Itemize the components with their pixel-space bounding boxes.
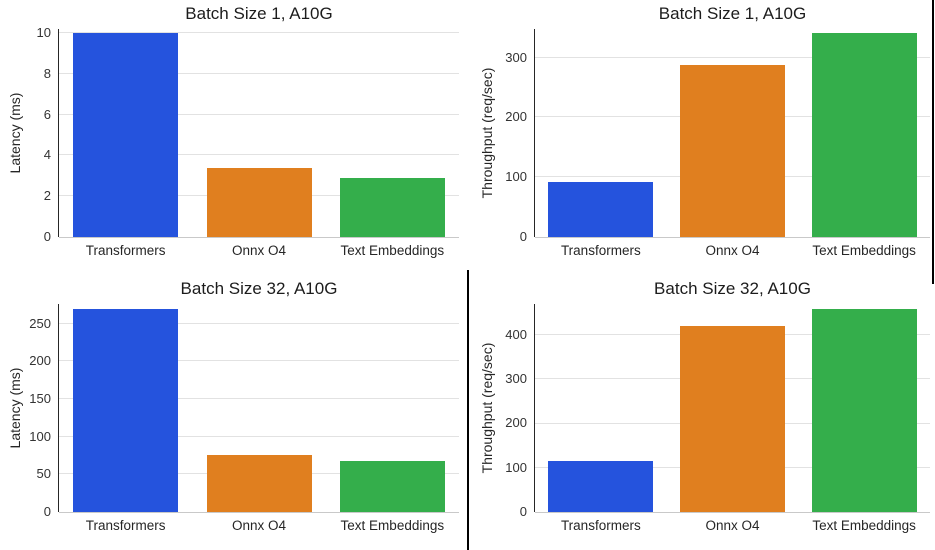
y-tick-label: 100 <box>505 169 527 185</box>
x-axis-spine <box>535 236 930 238</box>
x-tick-label: Text Embeddings <box>340 518 445 533</box>
y-axis-spine <box>534 29 536 237</box>
plot-area <box>58 29 459 238</box>
y-tick-label: 8 <box>43 65 51 81</box>
gridline <box>59 322 459 324</box>
gridline <box>59 435 459 437</box>
x-tick-label: Onnx O4 <box>231 243 287 258</box>
gridline <box>59 360 459 362</box>
x-tick-label: Onnx O4 <box>705 243 760 258</box>
bar-text-embeddings <box>339 177 445 237</box>
y-tick-label: 400 <box>505 326 527 342</box>
chart-title: Batch Size 32, A10G <box>180 279 338 298</box>
gridline <box>535 56 930 58</box>
image-divider-line-center <box>467 270 469 550</box>
image-border-line-right <box>932 0 934 284</box>
y-axis-spine <box>534 304 536 512</box>
x-tick-label: Onnx O4 <box>231 518 287 533</box>
x-tick-label: Onnx O4 <box>705 518 760 533</box>
gridline <box>59 72 459 74</box>
y-tick-label: 4 <box>43 147 51 163</box>
bar-transformers <box>73 308 179 512</box>
x-tick-label: Text Embeddings <box>812 243 916 258</box>
chart-batch32-latency: Batch Size 32, A10G Latency (ms) 0 50 100 1… <box>0 275 468 550</box>
bar-transformers <box>73 33 179 237</box>
y-tick-label: 6 <box>43 106 51 122</box>
plot-area <box>58 304 459 513</box>
bar-text-embeddings <box>811 309 917 512</box>
x-axis-spine <box>59 236 459 238</box>
y-tick-label: 200 <box>29 353 51 369</box>
y-tick-label: 200 <box>505 109 527 125</box>
x-tick-label: Transformers <box>85 243 166 258</box>
y-tick-label: 150 <box>29 390 51 406</box>
bar-text-embeddings <box>811 33 917 237</box>
x-tick-label: Text Embeddings <box>812 518 916 533</box>
y-tick-label: 300 <box>505 371 527 387</box>
y-tick-label: 250 <box>29 315 51 331</box>
x-axis-spine <box>535 511 930 513</box>
bar-transformers <box>548 461 654 512</box>
y-tick-label: 0 <box>519 229 527 244</box>
bar-onnx-o4 <box>680 64 785 237</box>
y-axis-spine <box>58 29 60 237</box>
x-axis-spine <box>59 511 459 513</box>
gridline <box>59 397 459 399</box>
y-tick-label: 2 <box>43 188 51 204</box>
chart-title: Batch Size 32, A10G <box>654 279 811 298</box>
plot-area <box>534 29 930 238</box>
y-tick-label: 0 <box>519 504 527 519</box>
chart-batch1-latency: Batch Size 1, A10G Latency (ms) 0 2 4 6 8 10 T… <box>0 0 468 275</box>
chart-batch32-throughput: Batch Size 32, A10G Throughput (req/sec)… <box>467 275 935 550</box>
bar-onnx-o4 <box>206 167 312 237</box>
bar-text-embeddings <box>339 460 445 512</box>
y-axis-spine <box>58 304 60 512</box>
y-tick-label: 100 <box>29 428 51 444</box>
bar-onnx-o4 <box>206 455 312 512</box>
x-tick-label: Transformers <box>85 518 166 533</box>
y-tick-label: 100 <box>505 459 527 475</box>
y-tick-label: 0 <box>43 229 51 244</box>
plot-area <box>534 304 930 513</box>
x-tick-label: Transformers <box>560 518 641 533</box>
x-tick-label: Transformers <box>560 243 641 258</box>
bar-transformers <box>548 182 654 237</box>
chart-batch1-throughput: Batch Size 1, A10G Throughput (req/sec) … <box>467 0 935 275</box>
y-tick-label: 50 <box>36 466 51 482</box>
gridline <box>59 113 459 115</box>
chart-title: Batch Size 1, A10G <box>658 4 807 23</box>
y-tick-label: 0 <box>43 504 51 519</box>
y-tick-label: 300 <box>505 49 527 65</box>
y-axis-label: Throughput (req/sec) <box>479 342 495 474</box>
x-tick-label: Text Embeddings <box>340 243 445 258</box>
y-tick-label: 200 <box>505 415 527 431</box>
y-tick-label: 10 <box>36 25 51 41</box>
gridline <box>59 32 459 34</box>
gridline <box>59 154 459 156</box>
bar-onnx-o4 <box>680 326 785 512</box>
chart-title: Batch Size 1, A10G <box>185 4 333 23</box>
